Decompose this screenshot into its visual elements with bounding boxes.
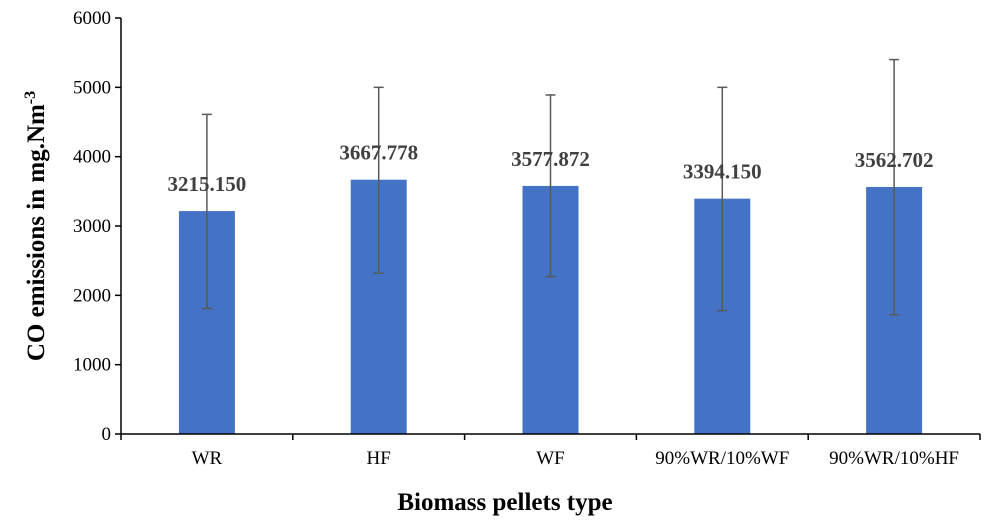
category-labels: WR HF WF 90%WR/10%WF 90%WR/10%HF	[192, 448, 959, 469]
data-label: 3667.778	[339, 141, 418, 165]
category-label: WR	[192, 448, 223, 469]
data-label: 3215.150	[168, 172, 247, 196]
error-bars	[202, 60, 899, 315]
y-tick-label: 1000	[73, 355, 111, 376]
category-label: 90%WR/10%WF	[655, 448, 789, 469]
y-tick-label: 4000	[73, 147, 111, 168]
y-axis-ticks: 0 1000 2000 3000 4000 5000 6000	[73, 8, 121, 445]
category-label: HF	[367, 448, 391, 469]
x-axis	[121, 434, 980, 440]
y-axis-title: CO emissions in mg.Nm-3	[22, 91, 50, 361]
y-tick-label: 6000	[73, 8, 111, 29]
y-tick-label: 5000	[73, 77, 111, 98]
y-axis-title-main: CO emissions in mg.Nm	[23, 104, 50, 361]
category-label: WF	[536, 448, 565, 469]
y-tick-label: 0	[102, 424, 112, 445]
y-tick-label: 2000	[73, 285, 111, 306]
x-axis-title: Biomass pellets type	[397, 489, 612, 516]
y-axis-title-superscript: -3	[22, 91, 39, 104]
data-label: 3562.702	[855, 148, 934, 172]
y-tick-label: 3000	[73, 216, 111, 237]
data-label: 3394.150	[683, 160, 762, 184]
data-label: 3577.872	[511, 147, 590, 171]
category-label: 90%WR/10%HF	[829, 448, 959, 469]
